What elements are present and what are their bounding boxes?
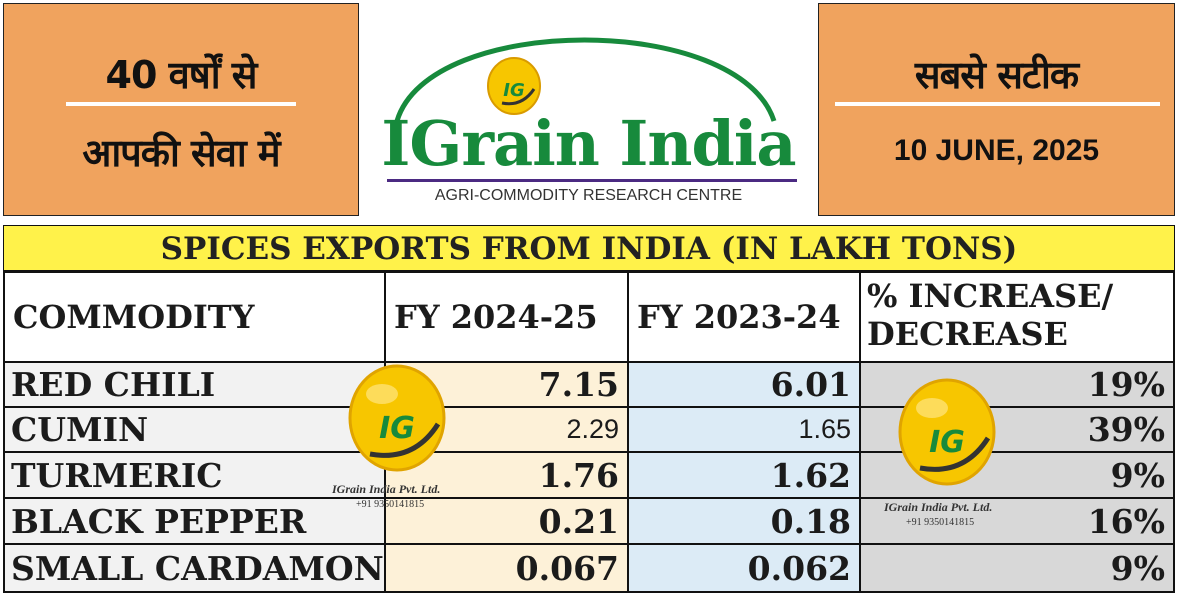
header-left-panel: 40 वर्षों से आपकी सेवा में (3, 3, 359, 216)
row-change: 16% (861, 499, 1173, 543)
report-date: 10 JUNE, 2025 (893, 134, 1100, 167)
tagline-line1: 40 वर्षों से (105, 53, 258, 97)
table-title: SPICES EXPORTS FROM INDIA (IN LAKH TONS) (3, 225, 1175, 271)
watermark-right: IG IGrain India Pvt. Ltd. +91 9350141815 (880, 376, 1020, 536)
col-header-change: % INCREASE/ DECREASE (861, 273, 1173, 361)
watermark-company: IGrain India Pvt. Ltd. (332, 482, 441, 496)
watermark-phone: +91 9350141815 (356, 499, 425, 510)
row-change: 9% (861, 545, 1173, 591)
row-fy2324: 6.01 (629, 363, 859, 406)
row-fy2324: 0.18 (629, 499, 859, 543)
date-divider (835, 102, 1160, 106)
watermark-left: IG IGrain India Pvt. Ltd. +91 9350141815 (330, 362, 470, 522)
tagline-line2: आपकी सेवा में (82, 131, 280, 175)
exports-table: SPICES EXPORTS FROM INDIA (IN LAKH TONS)… (3, 225, 1175, 593)
row-commodity: SMALL CARDAMON (5, 545, 384, 591)
tagline-accurate: सबसे सटीक (914, 53, 1079, 97)
col-header-fy2324: FY 2023-24 (629, 273, 859, 361)
col-header-commodity: COMMODITY (5, 273, 384, 361)
brand-logo: IG IGrain India AGRI-COMMODITY RESEARCH … (359, 3, 818, 216)
tagline-divider (66, 102, 296, 106)
brand-name: IGrain India (381, 107, 796, 180)
col-header-fy2425: FY 2024-25 (386, 273, 627, 361)
row-commodity: RED CHILI (5, 363, 384, 406)
watermark-badge-icon: IG (898, 378, 996, 486)
watermark-company: IGrain India Pvt. Ltd. (884, 500, 993, 514)
brand-underline (387, 179, 797, 182)
watermark-phone: +91 9350141815 (906, 517, 975, 528)
svg-text:IG: IG (503, 80, 524, 101)
row-fy2324: 0.062 (629, 545, 859, 591)
row-fy2324: 1.65 (629, 408, 859, 451)
row-commodity: CUMIN (5, 408, 384, 451)
header-right-panel: सबसे सटीक 10 JUNE, 2025 (818, 3, 1175, 216)
svg-text:IG: IG (379, 411, 415, 446)
row-commodity: BLACK PEPPER (5, 499, 384, 543)
brand-subtitle: AGRI-COMMODITY RESEARCH CENTRE (434, 187, 743, 204)
logo-badge-icon: IG (487, 57, 541, 115)
watermark-badge-icon: IG (348, 364, 446, 472)
row-commodity: TURMERIC (5, 453, 384, 497)
logo-arc-icon (394, 37, 777, 122)
svg-text:IG: IG (929, 425, 965, 460)
row-fy2324: 1.62 (629, 453, 859, 497)
row-fy2425: 0.21 (386, 499, 627, 543)
row-fy2425: 0.067 (386, 545, 627, 591)
